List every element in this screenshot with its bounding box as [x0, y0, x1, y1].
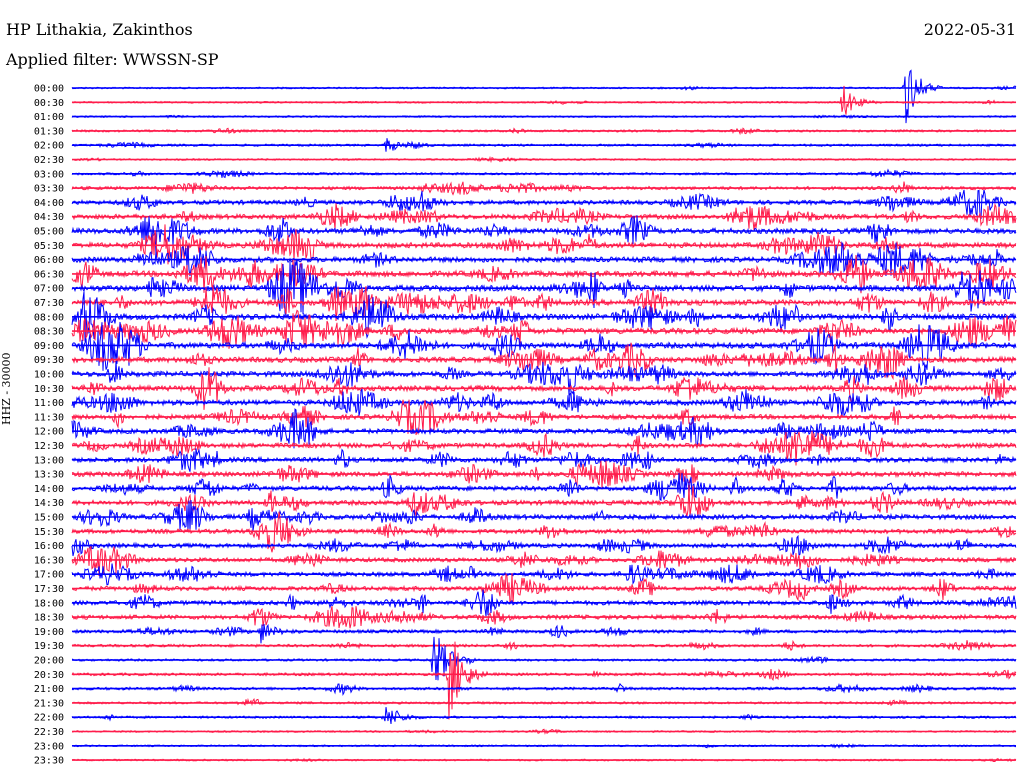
row-label-1600: 16:00 [34, 541, 64, 552]
row-label-2300: 23:00 [34, 741, 64, 752]
row-label-1900: 19:00 [34, 627, 64, 638]
row-label-0400: 04:00 [34, 198, 64, 209]
trace-row-0730 [71, 285, 1017, 322]
trace-row-2030 [71, 641, 1017, 720]
row-label-2000: 20:00 [34, 656, 64, 667]
row-label-1500: 15:00 [34, 513, 64, 524]
row-label-1700: 17:00 [34, 570, 64, 581]
row-label-1130: 11:30 [34, 412, 64, 423]
trace-row-0030 [71, 85, 1017, 115]
row-label-1630: 16:30 [34, 555, 64, 566]
row-label-2100: 21:00 [34, 684, 64, 695]
filter-label: Applied filter: WWSSN-SP [6, 50, 219, 69]
row-label-0800: 08:00 [34, 312, 64, 323]
row-label-1030: 10:30 [34, 384, 64, 395]
trace-row-0400 [71, 189, 1017, 220]
trace-row-1100 [71, 388, 1017, 417]
row-label-0500: 05:00 [34, 227, 64, 238]
row-label-1430: 14:30 [34, 498, 64, 509]
row-label-0530: 05:30 [34, 241, 64, 252]
row-label-2230: 22:30 [34, 727, 64, 738]
row-label-2200: 22:00 [34, 713, 64, 724]
trace-row-0700 [71, 258, 1017, 317]
row-label-2330: 23:30 [34, 756, 64, 767]
row-label-0330: 03:30 [34, 184, 64, 195]
trace-row-1900 [71, 623, 1017, 644]
trace-row-2200 [71, 707, 1017, 724]
row-label-0130: 01:30 [34, 126, 64, 137]
row-label-0700: 07:00 [34, 284, 64, 295]
row-label-1100: 11:00 [34, 398, 64, 409]
row-label-1830: 18:30 [34, 613, 64, 624]
row-label-1000: 10:00 [34, 370, 64, 381]
row-label-1800: 18:00 [34, 598, 64, 609]
row-label-0900: 09:00 [34, 341, 64, 352]
trace-row-0630 [71, 254, 1017, 294]
row-label-0830: 08:30 [34, 327, 64, 338]
row-label-0200: 02:00 [34, 141, 64, 152]
row-label-0000: 00:00 [34, 84, 64, 95]
row-label-1930: 19:30 [34, 641, 64, 652]
trace-row-0000 [71, 69, 1017, 124]
trace-row-0830 [71, 309, 1017, 349]
row-label-0730: 07:30 [34, 298, 64, 309]
row-label-0300: 03:00 [34, 169, 64, 180]
row-label-1730: 17:30 [34, 584, 64, 595]
row-label-1300: 13:00 [34, 455, 64, 466]
trace-row-1400 [71, 472, 1017, 502]
row-label-0230: 02:30 [34, 155, 64, 166]
trace-row-1500 [71, 500, 1017, 532]
row-label-0930: 09:30 [34, 355, 64, 366]
row-label-0430: 04:30 [34, 212, 64, 223]
row-label-1330: 13:30 [34, 470, 64, 481]
row-label-1200: 12:00 [34, 427, 64, 438]
row-label-0100: 01:00 [34, 112, 64, 123]
row-label-1400: 14:00 [34, 484, 64, 495]
trace-row-1230 [71, 430, 1017, 466]
row-label-1230: 12:30 [34, 441, 64, 452]
row-label-0630: 06:30 [34, 269, 64, 280]
row-label-1530: 15:30 [34, 527, 64, 538]
row-label-0030: 00:30 [34, 98, 64, 109]
row-label-0600: 06:00 [34, 255, 64, 266]
station-title: HP Lithakia, Zakinthos [6, 20, 193, 39]
date-label: 2022-05-31 [923, 20, 1016, 39]
row-label-2130: 21:30 [34, 698, 64, 709]
trace-row-1630 [71, 546, 1017, 577]
row-label-2030: 20:30 [34, 670, 64, 681]
